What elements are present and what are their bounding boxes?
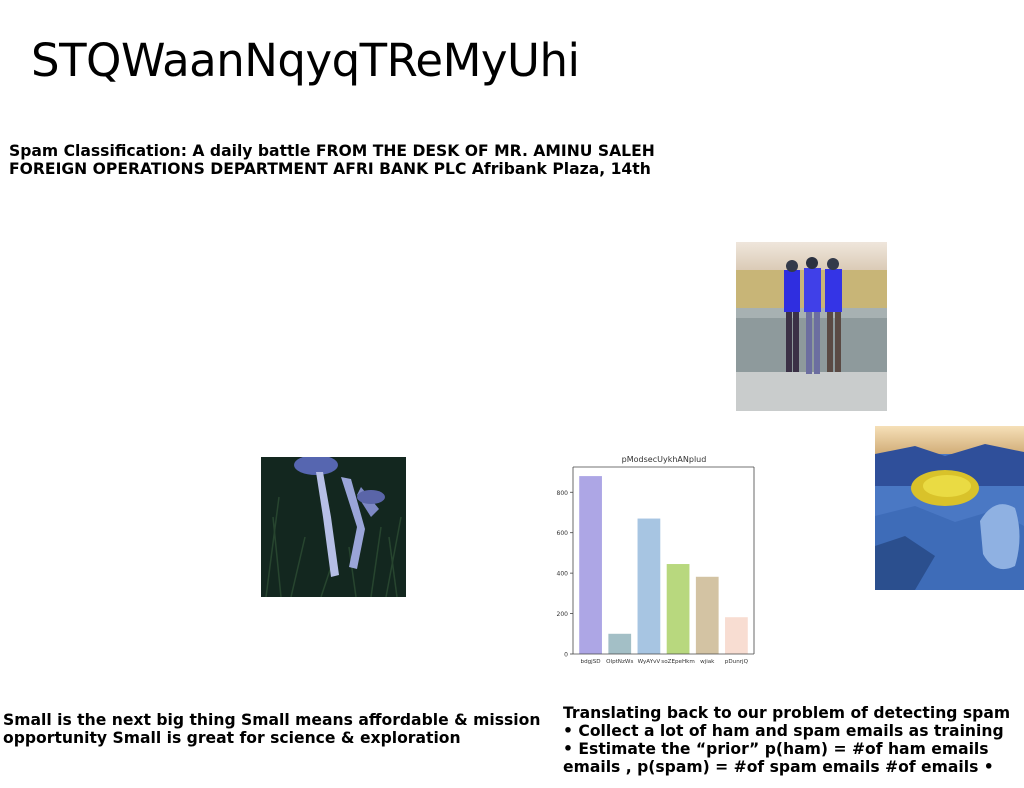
photo-three-men-at-wall [736,242,887,411]
photo-yellow-crater-lake [875,426,1024,590]
x-tick-label: wjiak [700,659,715,665]
x-tick-label: pDunrjQ [725,659,749,665]
x-tick-label: soZEpeHkm [661,659,695,665]
slide-text-left: Small is the next big thing Small means … [3,711,541,747]
y-tick-label: 800 [557,490,569,497]
y-tick-label: 400 [557,571,569,578]
x-tick-label: OlptNzWs [606,659,633,665]
bar-chart: pModsecUykhANplud 0 200 400 600 800 bdgjSD Olp… [557,455,755,665]
bar-wjiak [695,576,719,654]
bar-soZEpeHkm [666,564,690,654]
photo-mushrooms-in-grass [261,457,406,597]
y-tick-label: 600 [557,530,569,537]
bar-OlptNzWs [608,633,632,654]
x-tick-label: WyAYvV [638,659,661,665]
slide-text-right: Translating back to our problem of detec… [563,704,1011,776]
bar-WyAYvV [637,518,661,654]
y-tick-label: 200 [557,611,569,618]
slide-title: STQWaanNqyqTReMyUhi [31,34,580,87]
x-tick-label: bdgjSD [581,659,601,665]
chart-title: pModsecUykhANplud [622,455,707,464]
bar-pDunrjQ [725,617,748,654]
slide-subtitle: Spam Classification: A daily battle FROM… [9,142,655,178]
bar-bdgjSD [579,476,602,654]
y-tick-label: 0 [564,652,568,659]
